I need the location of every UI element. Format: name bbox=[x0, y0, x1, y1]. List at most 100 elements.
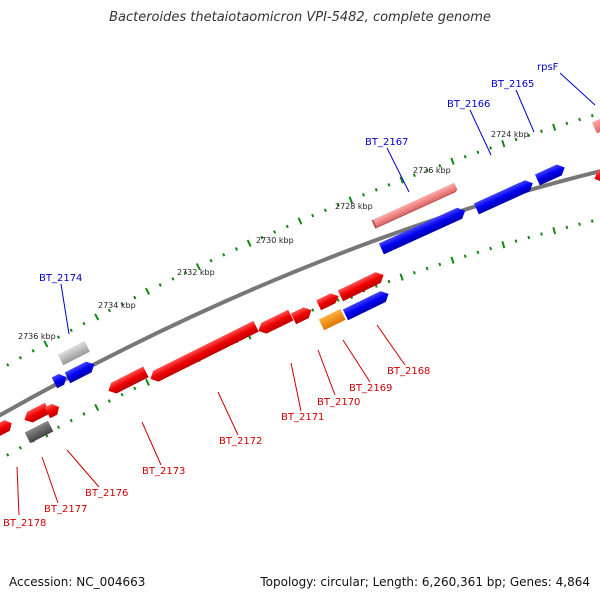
gene-label-rpsF[interactable]: rpsF bbox=[537, 62, 559, 73]
gene-arrow-red-right[interactable] bbox=[592, 167, 600, 185]
genome-stats-text: Topology: circular; Length: 6,260,361 bp… bbox=[260, 575, 590, 589]
scale-tick-minor bbox=[362, 193, 366, 197]
scale-tick-minor bbox=[311, 213, 315, 218]
gene-arrow-red-1[interactable] bbox=[337, 269, 386, 302]
gene-arrow-bt2170[interactable] bbox=[290, 305, 314, 325]
gene-arrow-bt2178[interactable] bbox=[0, 418, 14, 437]
scale-label: 2726 kbp bbox=[413, 166, 451, 175]
gene-features[interactable] bbox=[0, 116, 600, 444]
gene-arrow-blue-1[interactable] bbox=[378, 205, 468, 255]
scale-tick-minor bbox=[476, 250, 480, 255]
gene-label-bt2165[interactable]: BT_2165 bbox=[491, 79, 534, 90]
gene-label-bt2166[interactable]: BT_2166 bbox=[447, 99, 490, 110]
gene-label-bt2176[interactable]: BT_2176 bbox=[85, 488, 128, 499]
scale-tick-minor bbox=[120, 392, 124, 397]
scale-tick-major bbox=[450, 157, 455, 165]
gene-label-bt2171[interactable]: BT_2171 bbox=[281, 412, 324, 423]
scale-labels: 2724 kbp 2726 kbp 2728 kbp 2730 kbp 2732… bbox=[18, 130, 529, 341]
gene-arrow-bt2177[interactable] bbox=[24, 420, 54, 444]
gene-arrow-bt2173[interactable] bbox=[106, 366, 149, 396]
scale-ticks-inner bbox=[6, 219, 594, 457]
accession-text: Accession: NC_004663 bbox=[9, 575, 146, 589]
gene-label-bt2167[interactable]: BT_2167 bbox=[365, 137, 408, 148]
scale-tick-minor bbox=[6, 363, 10, 367]
scale-tick-minor bbox=[476, 150, 480, 155]
genome-backbone bbox=[0, 169, 600, 418]
gene-arrow-bt2172[interactable] bbox=[148, 320, 259, 384]
scale-tick-minor bbox=[590, 219, 594, 223]
scale-tick-minor bbox=[489, 246, 493, 251]
scale-ticks-outer bbox=[6, 114, 594, 367]
map-title: Bacteroides thetaiotaomicron VPI-5482, c… bbox=[109, 10, 491, 25]
scale-label: 2734 kbp bbox=[98, 301, 136, 310]
label-leaders bbox=[16, 72, 596, 516]
gene-label-bt2172[interactable]: BT_2172 bbox=[219, 436, 262, 447]
scale-tick-minor bbox=[336, 298, 340, 302]
scale-tick-minor bbox=[260, 235, 264, 240]
scale-tick-major bbox=[94, 403, 100, 412]
scale-tick-minor bbox=[311, 308, 315, 312]
scale-tick-minor bbox=[590, 114, 594, 118]
gene-label-bt2170[interactable]: BT_2170 bbox=[317, 397, 360, 408]
gene-arrow-bt2166[interactable] bbox=[473, 178, 535, 215]
scale-tick-major bbox=[94, 313, 100, 321]
scale-tick-minor bbox=[158, 283, 162, 287]
gene-label-bt2168[interactable]: BT_2168 bbox=[387, 366, 430, 377]
scale-tick-major bbox=[145, 378, 150, 386]
gene-arrow-bt2176[interactable] bbox=[22, 402, 51, 425]
gene-arrow-red-2[interactable] bbox=[316, 291, 341, 311]
scale-tick-minor bbox=[527, 235, 531, 240]
gene-arrow-bt2165[interactable] bbox=[534, 162, 567, 186]
scale-tick-minor bbox=[285, 224, 289, 229]
scale-tick-minor bbox=[540, 232, 543, 236]
scale-tick-major bbox=[501, 241, 506, 249]
scale-tick-major bbox=[348, 196, 354, 204]
gene-arrow-bt2171[interactable] bbox=[256, 309, 294, 337]
scale-tick-minor bbox=[273, 230, 277, 234]
scale-tick-minor bbox=[31, 349, 35, 353]
scale-tick-minor bbox=[107, 308, 111, 313]
gene-label-bt2173[interactable]: BT_2173 bbox=[142, 466, 185, 477]
gene-label-bt2169[interactable]: BT_2169 bbox=[349, 383, 392, 394]
scale-tick-minor bbox=[6, 453, 10, 457]
scale-tick-minor bbox=[425, 168, 429, 173]
gene-label-bt2174[interactable]: BT_2174 bbox=[39, 273, 82, 284]
scale-tick-minor bbox=[209, 258, 213, 263]
gene-arrow-red-3[interactable] bbox=[44, 402, 62, 419]
scale-tick-minor bbox=[133, 386, 137, 391]
scale-tick-major bbox=[552, 227, 557, 235]
scale-label: 2724 kbp bbox=[491, 130, 529, 139]
scale-tick-minor bbox=[184, 270, 188, 275]
scale-tick-minor bbox=[69, 418, 73, 423]
scale-tick-major bbox=[297, 217, 303, 225]
gene-label-bt2178[interactable]: BT_2178 bbox=[3, 518, 46, 529]
gene-arrow-bt2169[interactable] bbox=[318, 308, 346, 331]
gene-arrow-bt2167[interactable] bbox=[371, 182, 459, 229]
gene-labels: rpsF BT_2165 BT_2166 BT_2167 BT_2174 BT_… bbox=[3, 62, 559, 529]
gene-arrow-rpsF[interactable] bbox=[591, 116, 600, 134]
gene-arrow-bt2174-grey[interactable] bbox=[57, 340, 90, 366]
scale-tick-minor bbox=[82, 412, 86, 416]
scale-tick-minor bbox=[527, 133, 531, 138]
gene-arrow-blue-2[interactable] bbox=[342, 288, 391, 321]
scale-tick-minor bbox=[133, 295, 137, 300]
scale-tick-major bbox=[145, 287, 150, 295]
scale-tick-minor bbox=[387, 279, 391, 284]
scale-tick-minor bbox=[222, 253, 226, 257]
scale-tick-minor bbox=[565, 225, 569, 230]
scale-tick-minor bbox=[565, 121, 569, 126]
scale-tick-minor bbox=[56, 425, 61, 430]
scale-tick-minor bbox=[412, 270, 416, 275]
scale-tick-minor bbox=[578, 222, 581, 226]
gene-arrow-blue-3[interactable] bbox=[64, 359, 97, 384]
scale-label: 2732 kbp bbox=[177, 268, 215, 277]
gene-label-bt2177[interactable]: BT_2177 bbox=[44, 504, 87, 515]
scale-tick-major bbox=[43, 340, 49, 348]
scale-tick-minor bbox=[336, 203, 340, 207]
scale-tick-major bbox=[246, 239, 252, 247]
scale-label: 2730 kbp bbox=[256, 236, 294, 245]
scale-tick-minor bbox=[323, 208, 327, 213]
scale-tick-minor bbox=[387, 183, 391, 187]
gene-arrow-blue-4[interactable] bbox=[51, 372, 69, 389]
